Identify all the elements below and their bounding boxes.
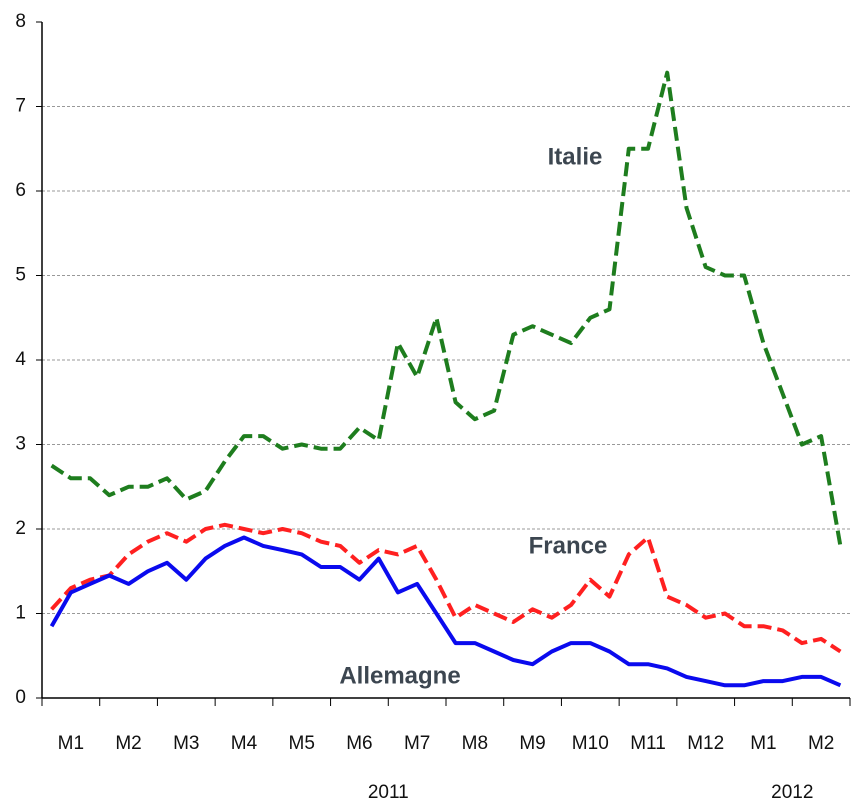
series-line [50, 522, 842, 654]
y-tick-label: 4 [15, 349, 26, 370]
x-tick-label: M8 [462, 733, 488, 754]
y-tick-label: 2 [15, 518, 26, 539]
y-tick-label: 5 [15, 265, 26, 286]
y-tick-label: 3 [15, 434, 26, 455]
x-tick-label: M7 [404, 733, 430, 754]
y-tick-label: 1 [15, 603, 26, 624]
series-line [50, 70, 843, 547]
x-tick-label: M6 [346, 733, 372, 754]
series-label: Italie [548, 143, 603, 170]
x-tick-label: M5 [289, 733, 315, 754]
x-tick-label: M10 [572, 733, 609, 754]
x-tick-label: M1 [58, 733, 84, 754]
x-tick-label: M4 [231, 733, 258, 754]
x-tick-label: M1 [750, 733, 776, 754]
y-tick-label: 6 [15, 180, 26, 201]
x-tick-label: M2 [115, 733, 141, 754]
x-tick-label: M9 [519, 733, 545, 754]
series-label: Allemagne [339, 662, 460, 689]
y-tick-label: 7 [15, 96, 26, 117]
x-tick-label: M11 [630, 733, 666, 754]
year-label: 2011 [368, 782, 409, 803]
series-line [49, 535, 842, 688]
x-tick-label: M3 [173, 733, 199, 754]
y-tick-label: 0 [15, 687, 26, 708]
y-tick-label: 8 [15, 11, 26, 32]
year-label: 2012 [771, 782, 813, 803]
series-label: France [529, 532, 608, 559]
x-tick-label: M2 [808, 733, 834, 754]
x-tick-label: M12 [687, 733, 724, 754]
